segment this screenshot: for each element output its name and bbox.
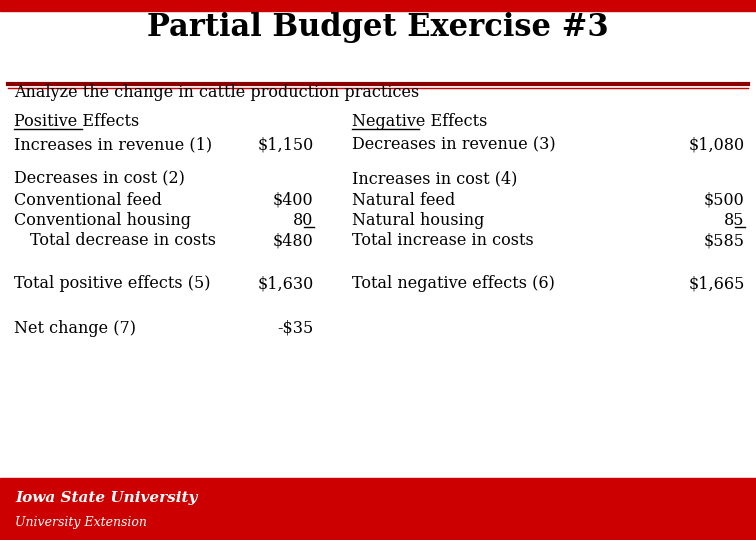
Text: $1,150: $1,150 (258, 136, 314, 153)
Text: Natural feed: Natural feed (352, 192, 455, 208)
Text: Iowa State University: Iowa State University (15, 491, 197, 505)
Text: Decreases in cost (2): Decreases in cost (2) (14, 170, 184, 187)
Text: Total negative effects (6): Total negative effects (6) (352, 275, 554, 292)
Text: $400: $400 (273, 192, 314, 208)
Text: Partial Budget Exercise #3: Partial Budget Exercise #3 (147, 12, 609, 43)
Bar (0, 478, 756, 540)
Text: Conventional housing: Conventional housing (14, 212, 191, 228)
Text: $585: $585 (704, 232, 745, 249)
Bar (0, 0, 756, 11)
Text: Decreases in revenue (3): Decreases in revenue (3) (352, 136, 555, 153)
Text: Total increase in costs: Total increase in costs (352, 232, 533, 249)
Text: Positive Effects: Positive Effects (14, 113, 139, 130)
Text: Net change (7): Net change (7) (14, 320, 135, 336)
Text: Conventional feed: Conventional feed (14, 192, 162, 208)
Text: Increases in cost (4): Increases in cost (4) (352, 170, 517, 187)
Text: $1,630: $1,630 (258, 275, 314, 292)
Text: $480: $480 (273, 232, 314, 249)
Text: $1,665: $1,665 (688, 275, 745, 292)
Text: Increases in revenue (1): Increases in revenue (1) (14, 136, 212, 153)
Text: University Extension: University Extension (15, 516, 147, 529)
Text: 85: 85 (724, 212, 745, 228)
Text: Total positive effects (5): Total positive effects (5) (14, 275, 210, 292)
Text: Total decrease in costs: Total decrease in costs (30, 232, 216, 249)
Text: -$35: -$35 (277, 320, 314, 336)
Text: Natural housing: Natural housing (352, 212, 484, 228)
Text: Negative Effects: Negative Effects (352, 113, 487, 130)
Text: $500: $500 (704, 192, 745, 208)
Text: Analyze the change in cattle production practices: Analyze the change in cattle production … (14, 84, 419, 100)
Text: 80: 80 (293, 212, 314, 228)
Text: $1,080: $1,080 (689, 136, 745, 153)
